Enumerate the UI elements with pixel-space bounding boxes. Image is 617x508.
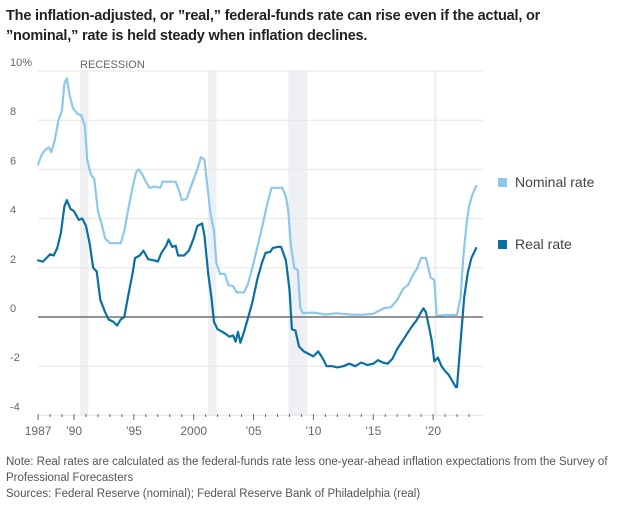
y-tick-label: 10%	[10, 57, 32, 69]
y-tick-label: 2	[10, 254, 16, 266]
y-tick-label: -4	[10, 401, 20, 413]
y-tick-label: 4	[10, 205, 16, 217]
real-swatch-icon	[498, 239, 507, 249]
x-tick-label: 1987	[25, 424, 52, 438]
y-tick-label: 8	[10, 106, 16, 118]
x-tick-label: ’15	[365, 424, 381, 438]
x-axis: 1987 ’90 ’95 2000 ’05 ’10 ’15 ’20	[25, 414, 470, 438]
nominal-swatch-icon	[498, 177, 507, 187]
nominal-rate-line	[37, 77, 478, 317]
y-tick-label: -2	[10, 352, 20, 364]
legend-label-real: Real rate	[515, 236, 572, 252]
real-rate-line	[37, 199, 478, 389]
x-tick-label: ’10	[305, 424, 321, 438]
x-tick-label: ’95	[126, 424, 142, 438]
sources-text: Sources: Federal Reserve (nominal); Fede…	[6, 488, 421, 500]
recession-band	[208, 71, 217, 415]
recession-label: RECESSION	[80, 59, 145, 71]
note-text: Note: Real rates are calculated as the f…	[6, 456, 608, 484]
recession-band	[79, 71, 89, 415]
legend-label-nominal: Nominal rate	[515, 174, 595, 190]
y-tick-label: 0	[10, 303, 16, 315]
y-tick-label: 6	[10, 155, 16, 167]
series-lines	[37, 77, 483, 389]
recession-band	[434, 71, 437, 415]
x-tick-label: ’05	[246, 424, 262, 438]
x-tick-label: ’20	[425, 424, 441, 438]
legend-item-real: Real rate	[498, 236, 572, 252]
x-tick-label: 2000	[180, 424, 207, 438]
footnote: Note: Real rates are calculated as the f…	[6, 454, 616, 502]
x-tick-label: ’90	[66, 424, 82, 438]
legend-item-nominal: Nominal rate	[498, 174, 594, 190]
chart-title: The inflation-adjusted, or ”real,” feder…	[6, 8, 541, 44]
